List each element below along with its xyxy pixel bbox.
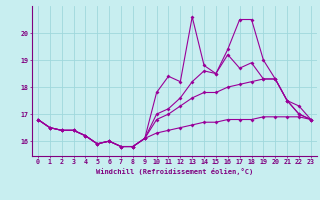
- X-axis label: Windchill (Refroidissement éolien,°C): Windchill (Refroidissement éolien,°C): [96, 168, 253, 175]
